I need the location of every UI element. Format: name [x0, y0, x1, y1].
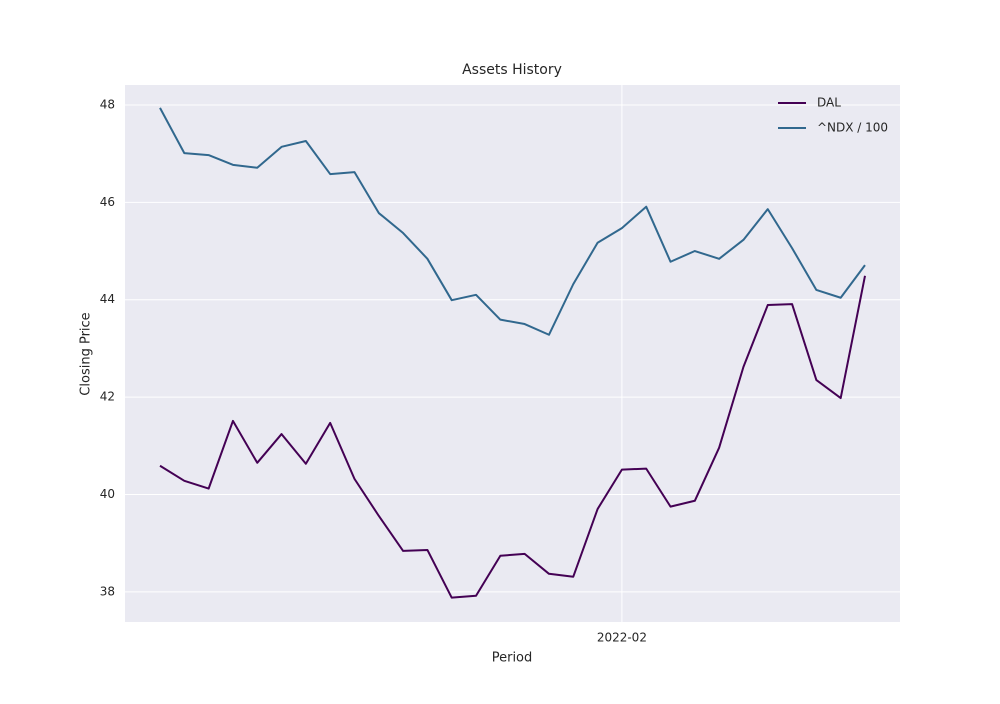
legend-label: DAL — [817, 96, 841, 110]
legend-label: ^NDX / 100 — [817, 121, 888, 135]
x-tick-label: 2022-02 — [597, 631, 647, 645]
y-tick-label: 44 — [100, 292, 115, 306]
chart-title: Assets History — [462, 62, 562, 78]
line-series — [159, 275, 866, 599]
y-tick-label: 48 — [100, 97, 115, 111]
plot-area — [125, 85, 900, 622]
y-tick-label: 46 — [100, 195, 115, 209]
y-tick-label: 38 — [100, 584, 115, 598]
y-tick-label: 40 — [100, 487, 115, 501]
y-tick-label: 42 — [100, 390, 115, 404]
x-axis-label: Period — [492, 651, 533, 666]
line-series — [159, 107, 866, 336]
y-axis-label: Closing Price — [79, 312, 94, 395]
